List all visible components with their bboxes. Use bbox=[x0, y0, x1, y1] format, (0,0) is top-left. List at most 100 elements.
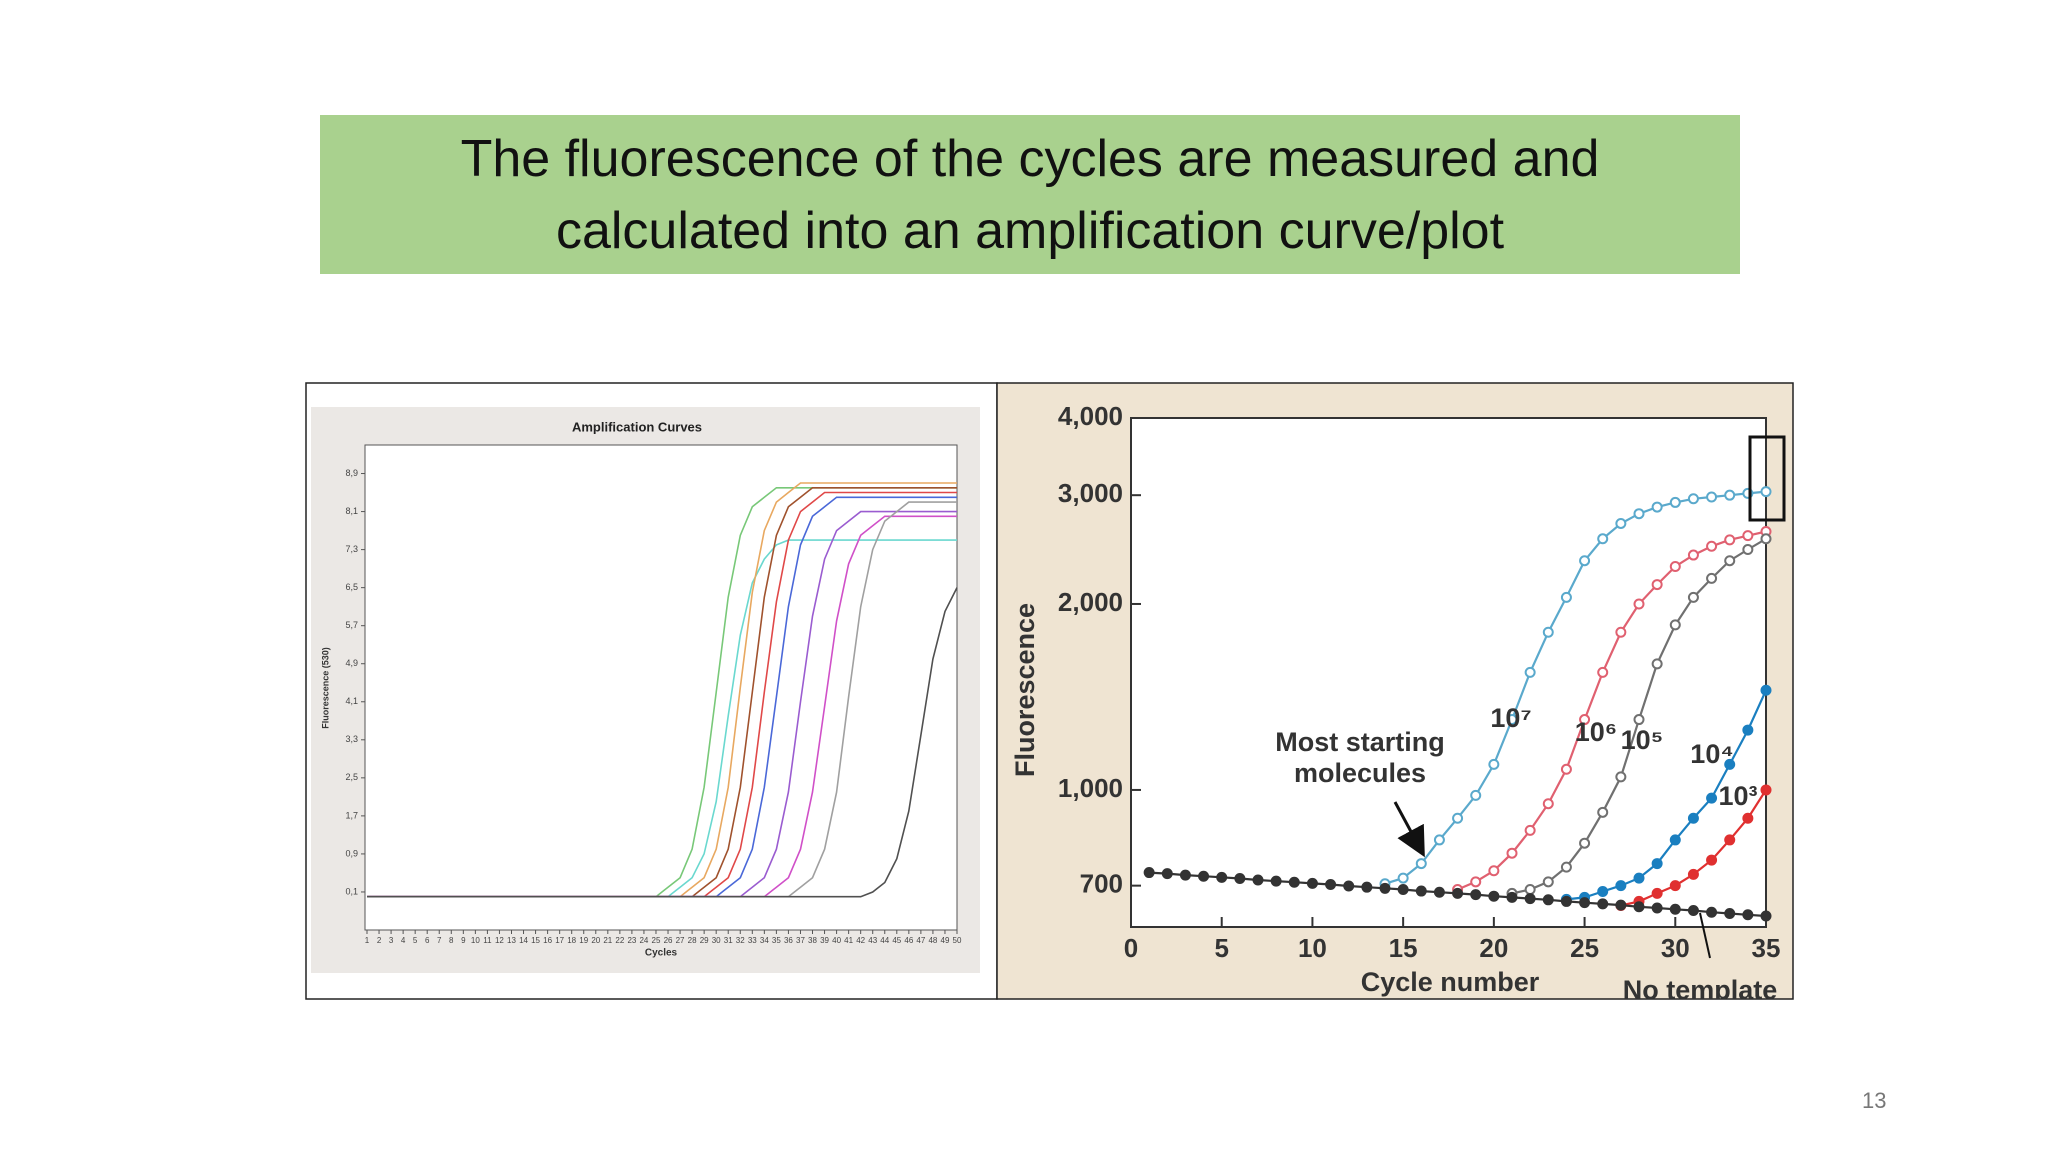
marker bbox=[1706, 906, 1718, 918]
x-tick-label: 28 bbox=[688, 936, 697, 945]
marker bbox=[1452, 812, 1464, 824]
marker bbox=[1669, 880, 1681, 892]
marker bbox=[1669, 496, 1681, 508]
marker bbox=[1288, 876, 1300, 888]
marker bbox=[1542, 894, 1554, 906]
y-axis-label: Fluorescence bbox=[1010, 603, 1040, 777]
marker bbox=[1687, 549, 1699, 561]
x-tick-label: 38 bbox=[808, 936, 817, 945]
annotation-arrow bbox=[1393, 801, 1425, 858]
x-tick-label: 30 bbox=[1661, 933, 1690, 963]
marker bbox=[1361, 881, 1373, 893]
marker bbox=[1651, 858, 1663, 870]
marker bbox=[1270, 875, 1282, 887]
marker bbox=[1524, 893, 1536, 905]
y-tick-label: 1,000 bbox=[1058, 773, 1123, 803]
x-tick-label: 10 bbox=[471, 936, 480, 945]
marker bbox=[1633, 714, 1645, 726]
marker bbox=[1760, 684, 1772, 696]
x-tick-label: 37 bbox=[796, 936, 805, 945]
marker bbox=[1506, 891, 1518, 903]
y-tick-label: 700 bbox=[1080, 869, 1123, 899]
x-tick-label: 1 bbox=[365, 936, 370, 945]
x-tick-label: 12 bbox=[495, 936, 504, 945]
marker bbox=[1724, 834, 1736, 846]
marker bbox=[1760, 533, 1772, 545]
marker bbox=[1397, 884, 1409, 896]
x-tick-label: 2 bbox=[377, 936, 382, 945]
x-tick-label: 23 bbox=[627, 936, 636, 945]
x-tick-label: 48 bbox=[928, 936, 937, 945]
marker bbox=[1742, 724, 1754, 736]
marker bbox=[1615, 771, 1627, 783]
marker bbox=[1633, 598, 1645, 610]
marker bbox=[1560, 861, 1572, 873]
right-chart: 700 1,000 2,000 3,000 4,000 0 5 10 15 20 25 30 35 Cyc… bbox=[1010, 401, 1786, 999]
highlight-box bbox=[1748, 435, 1786, 522]
x-axis-label: Cycles bbox=[645, 948, 678, 959]
marker bbox=[1415, 885, 1427, 897]
marker bbox=[1687, 493, 1699, 505]
x-tick-label: 36 bbox=[784, 936, 793, 945]
marker bbox=[1687, 591, 1699, 603]
x-tick-label: 29 bbox=[700, 936, 709, 945]
marker bbox=[1633, 508, 1645, 520]
x-tick-label: 32 bbox=[736, 936, 745, 945]
marker bbox=[1542, 626, 1554, 638]
marker bbox=[1433, 886, 1445, 898]
y-tick-label: 3,000 bbox=[1058, 478, 1123, 508]
x-tick-label: 25 bbox=[652, 936, 661, 945]
annotation: molecules bbox=[1294, 758, 1426, 788]
y-tick-label: 6,5 bbox=[345, 582, 358, 592]
x-tick-label: 41 bbox=[844, 936, 853, 945]
marker bbox=[1706, 572, 1718, 584]
marker bbox=[1379, 882, 1391, 894]
y-tick-label: 2,5 bbox=[345, 772, 358, 782]
marker bbox=[1470, 789, 1482, 801]
marker bbox=[1452, 887, 1464, 899]
marker bbox=[1161, 868, 1173, 880]
marker bbox=[1724, 907, 1736, 919]
marker bbox=[1706, 854, 1718, 866]
marker bbox=[1252, 874, 1264, 886]
x-tick-label: 11 bbox=[483, 936, 492, 945]
x-tick-label: 50 bbox=[953, 936, 962, 945]
marker bbox=[1560, 895, 1572, 907]
marker bbox=[1433, 834, 1445, 846]
marker bbox=[1143, 867, 1155, 879]
series-label: 10⁴ bbox=[1690, 739, 1733, 769]
marker bbox=[1651, 887, 1663, 899]
x-tick-label: 22 bbox=[615, 936, 624, 945]
marker bbox=[1488, 865, 1500, 877]
marker bbox=[1524, 666, 1536, 678]
x-tick-label: 40 bbox=[832, 936, 841, 945]
plot-area bbox=[1130, 417, 1767, 928]
marker bbox=[1651, 902, 1663, 914]
x-tick-label: 15 bbox=[531, 936, 540, 945]
marker bbox=[1687, 868, 1699, 880]
x-tick-label: 20 bbox=[1479, 933, 1508, 963]
series-label: 10⁷ bbox=[1490, 703, 1531, 733]
y-tick-label: 0,9 bbox=[345, 848, 358, 858]
marker bbox=[1506, 847, 1518, 859]
title-banner: The fluorescence of the cycles are measu… bbox=[320, 115, 1740, 274]
marker bbox=[1651, 658, 1663, 670]
x-tick-label: 7 bbox=[437, 936, 442, 945]
marker bbox=[1343, 880, 1355, 892]
y-axis-label: Fluorescence (530) bbox=[320, 647, 330, 729]
marker bbox=[1524, 824, 1536, 836]
marker bbox=[1669, 834, 1681, 846]
x-tick-label: 25 bbox=[1570, 933, 1599, 963]
y-tick-label: 4,9 bbox=[345, 658, 358, 668]
marker bbox=[1651, 579, 1663, 591]
x-tick-label: 49 bbox=[941, 936, 950, 945]
x-tick-label: 5 bbox=[1214, 933, 1228, 963]
marker bbox=[1216, 871, 1228, 883]
y-tick-label: 1,7 bbox=[345, 810, 358, 820]
series-line bbox=[367, 587, 958, 898]
marker bbox=[1760, 910, 1772, 922]
marker bbox=[1597, 885, 1609, 897]
x-tick-label: 19 bbox=[579, 936, 588, 945]
y-tick-label: 2,000 bbox=[1058, 587, 1123, 617]
y-tick-label: 4,1 bbox=[345, 696, 358, 706]
